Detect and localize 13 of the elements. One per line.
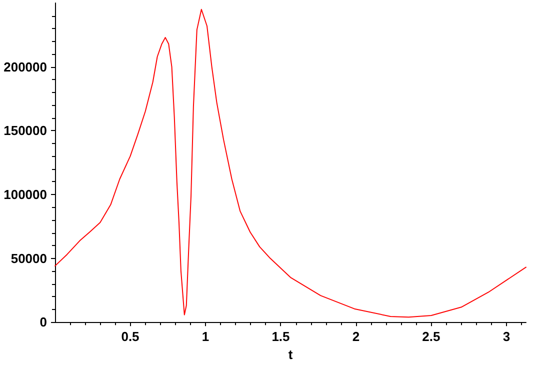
x-tick-label: 1.5 — [272, 329, 290, 344]
y-tick-label: 0 — [40, 314, 47, 330]
y-tick-label: 50000 — [10, 250, 47, 266]
x-tick-label: 2.5 — [422, 329, 440, 344]
y-tick-label: 200000 — [4, 59, 47, 74]
x-tick-label: 0.5 — [121, 329, 140, 344]
x-axis-title: t — [288, 347, 294, 362]
x-tick-label: 2 — [352, 329, 360, 344]
line-series — [54, 8, 526, 318]
x-tick-label: 1 — [202, 329, 210, 344]
y-tick-label: 150000 — [4, 123, 47, 138]
y-tick-label: 100000 — [4, 186, 47, 202]
x-tick-label: 3 — [502, 329, 510, 344]
